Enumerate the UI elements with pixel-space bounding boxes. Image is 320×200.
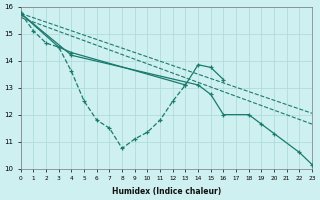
X-axis label: Humidex (Indice chaleur): Humidex (Indice chaleur) — [112, 187, 221, 196]
